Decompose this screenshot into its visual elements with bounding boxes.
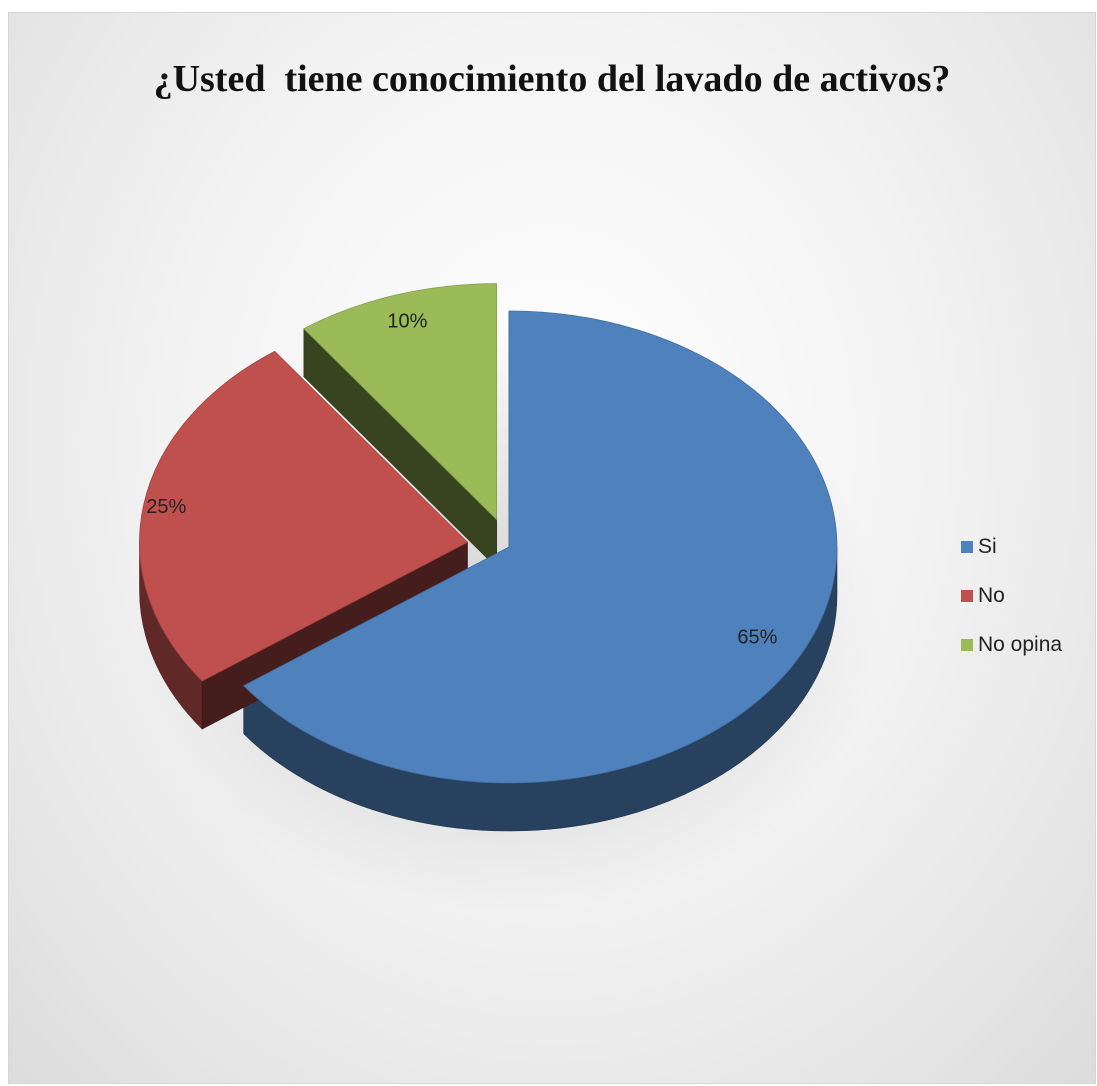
- legend-label: No opina: [978, 633, 1063, 656]
- chart-title: ¿Usted tiene conocimiento del lavado de …: [153, 58, 951, 100]
- data-label-si: 65%: [737, 626, 777, 648]
- legend-label: No: [978, 584, 1005, 607]
- legend: Si No No opina: [961, 535, 1062, 682]
- legend-swatch: [961, 541, 973, 553]
- chart-area: ¿Usted tiene conocimiento del lavado de …: [8, 12, 1096, 1084]
- pie-slice-no-opina[interactable]: [303, 283, 498, 521]
- pie-slice-si[interactable]: [242, 310, 838, 784]
- data-label-no: 25%: [146, 496, 186, 518]
- legend-item-si: Si: [961, 535, 1062, 559]
- legend-item-no: No: [961, 584, 1062, 608]
- legend-swatch: [961, 639, 973, 651]
- data-label-no-opina: 10%: [387, 310, 427, 332]
- legend-label: Si: [978, 535, 997, 558]
- legend-item-no-opina: No opina: [961, 633, 1062, 657]
- pie-slice-no[interactable]: [139, 350, 469, 682]
- legend-swatch: [961, 590, 973, 602]
- pie-chart: 65% 25% 10%: [134, 283, 884, 913]
